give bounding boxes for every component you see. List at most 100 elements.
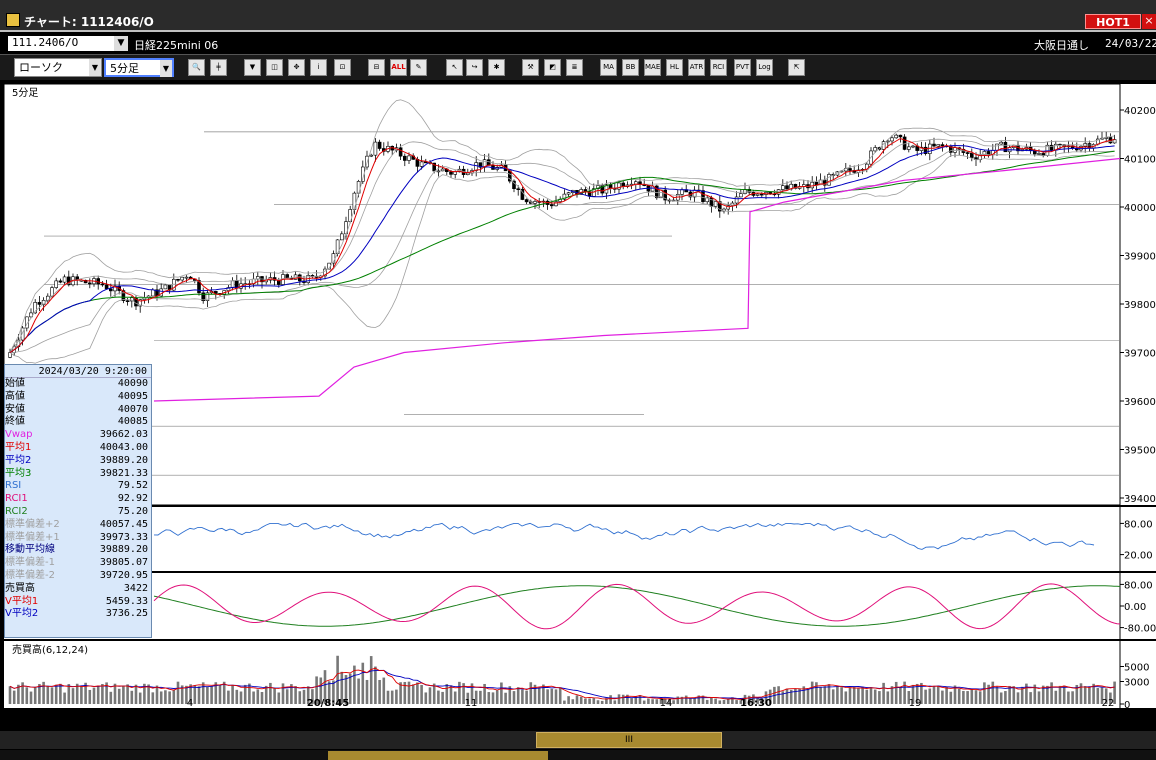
window-title: チャート: 1112406/O — [24, 15, 154, 29]
info-value: 39889.20 — [99, 454, 148, 466]
date-label: 19 — [909, 698, 922, 708]
hot-button[interactable]: HOT1 — [1085, 14, 1141, 29]
candle2-icon[interactable]: ⊟ — [368, 59, 385, 76]
info-value: 79.52 — [117, 480, 148, 492]
chevron-down-icon[interactable]: ▼ — [89, 59, 101, 76]
volume-bar — [189, 684, 192, 704]
volume-bar — [29, 691, 33, 704]
date-label: 11 — [465, 698, 478, 708]
toolbar-rci-button[interactable]: RCI — [710, 59, 727, 76]
volume-bar — [794, 688, 797, 704]
volume-bar — [470, 683, 474, 704]
toolbar: ローソク ▼ 5分足 ▼ 🔍 ╪ ▼ ◫ ✥ i ⊡ ⊟ ALL ✎ ↖ ↪ ✱ ⚒ ◩ ≣ MA BB MAE HL… — [0, 54, 1156, 80]
volume-bar — [991, 681, 995, 704]
volume-bar — [441, 691, 444, 704]
candle-body — [436, 170, 441, 173]
scroll-thumb[interactable]: III — [536, 732, 722, 748]
candle-body — [214, 291, 218, 294]
data-window: 2024/03/20 9:20:00 始値 40090 高値 40095 安値 40070… — [4, 364, 152, 638]
volume-bar — [260, 692, 264, 704]
zoom-out-icon[interactable]: ◫ — [266, 59, 283, 76]
volume-bar — [605, 698, 608, 704]
volume-bar — [848, 687, 852, 704]
info-row: 安値 40070 — [5, 404, 151, 417]
wrench-icon[interactable]: ⚒ — [522, 59, 539, 76]
volume-bar — [311, 689, 314, 704]
volume-bar — [1029, 692, 1032, 704]
interval-select[interactable]: 5分足 ▼ — [104, 58, 174, 77]
date-label: 22 — [1102, 698, 1115, 708]
chart-area[interactable]: 40200 40100 40000 39900 39800 39700 39600 39500… — [4, 84, 1156, 708]
volume-bar — [957, 688, 961, 704]
pen-icon[interactable]: ✎ — [410, 59, 427, 76]
bar-icon[interactable]: ≣ — [566, 59, 583, 76]
toolbar-ma-button[interactable]: MA — [600, 59, 617, 76]
scroll-icon[interactable]: ✥ — [288, 59, 305, 76]
volume-bar — [117, 688, 121, 704]
zoom-in-icon[interactable]: ▼ — [244, 59, 261, 76]
volume-bar — [75, 683, 79, 704]
volume-bar — [722, 699, 726, 704]
volume-bar — [176, 681, 180, 704]
candle-body — [562, 193, 567, 200]
export-icon[interactable]: ⇱ — [788, 59, 805, 76]
info-label: 終値 — [5, 416, 25, 428]
navigator-thumb[interactable] — [328, 751, 548, 760]
candle-body — [163, 284, 168, 290]
toolbar-log-button[interactable]: Log — [756, 59, 773, 76]
color-icon[interactable]: ◩ — [544, 59, 561, 76]
info-label: 平均2 — [5, 454, 32, 466]
volume-bar — [1113, 681, 1116, 704]
volume-bar — [172, 689, 176, 704]
info-timestamp: 2024/03/20 9:20:00 — [5, 365, 151, 378]
date-label: 20/8:45 — [307, 698, 349, 708]
candle-body — [113, 285, 117, 292]
date-label: 4 — [187, 698, 193, 708]
volume-bar — [378, 679, 381, 704]
volume-bar — [684, 695, 688, 704]
chevron-down-icon[interactable]: ▼ — [160, 60, 172, 77]
price-chart[interactable]: 40200 40100 40000 39900 39800 39700 39600 39500… — [4, 84, 1156, 708]
toolbar-atr-button[interactable]: ATR — [688, 59, 705, 76]
volume-bar — [302, 689, 306, 704]
volume-bar — [743, 694, 747, 704]
navigator-track[interactable] — [0, 750, 1156, 760]
settings-icon[interactable]: ✱ — [488, 59, 505, 76]
volume-bar — [1025, 683, 1028, 704]
info-icon[interactable]: i — [310, 59, 327, 76]
candle-body — [898, 134, 903, 138]
info-label: 標準偏差-1 — [5, 557, 55, 569]
horizontal-scrollbar[interactable]: III — [0, 731, 1156, 749]
cursor-icon[interactable]: ╪ — [210, 59, 227, 76]
search-icon[interactable]: 🔍 — [188, 59, 205, 76]
info-row: 始値 40090 — [5, 378, 151, 391]
volume-bar — [806, 689, 810, 704]
candle-body — [1003, 141, 1008, 153]
arrow-icon[interactable]: ↖ — [446, 59, 463, 76]
volume-bar — [999, 692, 1003, 704]
volume-bar — [407, 681, 411, 704]
info-label: RCI2 — [5, 505, 28, 517]
candle-body — [999, 141, 1004, 145]
volume-bar — [1075, 684, 1079, 704]
symbol-input[interactable]: 111.2406/O — [8, 36, 128, 51]
candle-icon[interactable]: ⊡ — [334, 59, 351, 76]
candle-body — [932, 143, 936, 147]
candle-body — [734, 196, 739, 204]
volume-bar — [1041, 685, 1045, 704]
move-icon[interactable]: ↪ — [466, 59, 483, 76]
close-icon[interactable]: × — [1142, 14, 1156, 29]
volume-bar — [861, 686, 864, 704]
volume-bar — [185, 685, 188, 704]
candle-body — [780, 185, 785, 190]
chart-type-select[interactable]: ローソク ▼ — [14, 58, 102, 77]
candle-body — [738, 193, 743, 198]
candle-body — [100, 283, 105, 286]
toolbar-bb-button[interactable]: BB — [622, 59, 639, 76]
toolbar-all-button[interactable]: ALL — [390, 59, 407, 76]
toolbar-hl-button[interactable]: HL — [666, 59, 683, 76]
chevron-down-icon[interactable]: ▼ — [114, 36, 128, 51]
toolbar-mae-button[interactable]: MAE — [644, 59, 661, 76]
volume-bar — [327, 681, 331, 704]
toolbar-pvt-button[interactable]: PVT — [734, 59, 751, 76]
